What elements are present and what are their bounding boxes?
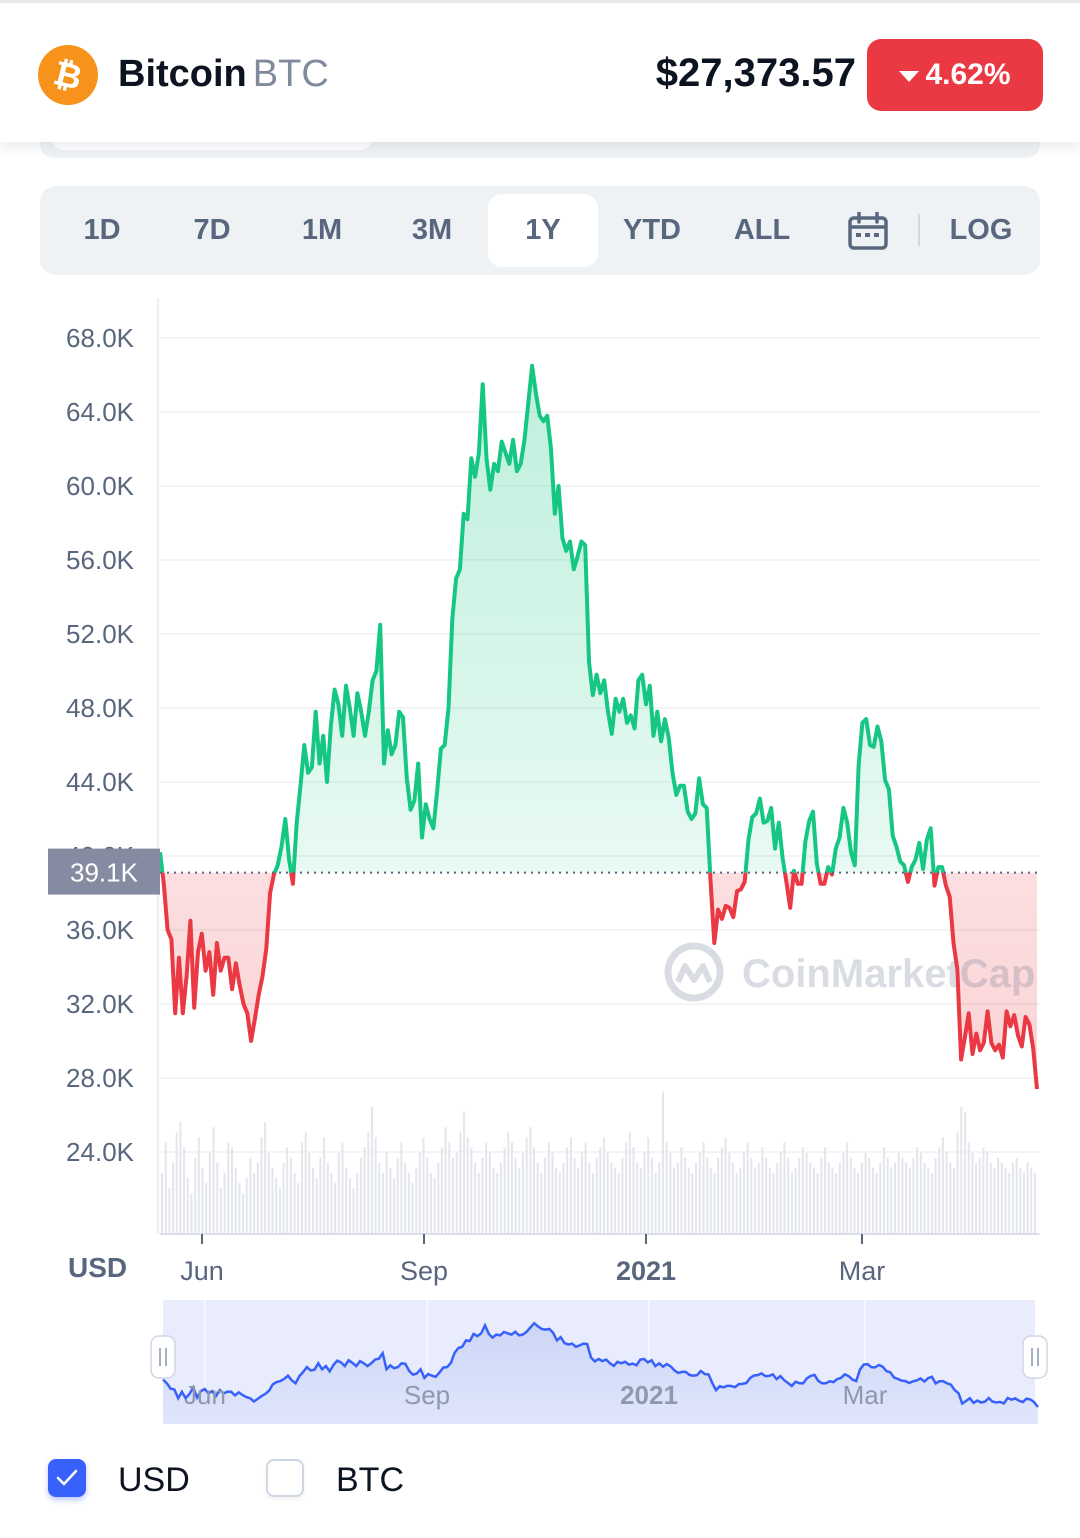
navigator-x-tick-label: 2021 bbox=[620, 1380, 678, 1410]
y-tick-label: 28.0K bbox=[66, 1063, 135, 1093]
log-scale-button[interactable]: LOG bbox=[949, 214, 1013, 246]
usd-checkbox[interactable] bbox=[48, 1459, 86, 1497]
range-1m-button[interactable]: 1M bbox=[301, 214, 343, 246]
current-price: $27,373.57 bbox=[655, 51, 856, 95]
x-tick-label: 2021 bbox=[616, 1256, 676, 1286]
currency-axis-label: USD bbox=[68, 1252, 128, 1283]
gain-area bbox=[160, 365, 944, 873]
navigator-line bbox=[162, 1321, 1039, 1408]
price-chart[interactable]: CoinMarketCap 68.0K 64.0K 60.0K 56.0K 52.0K 4… bbox=[0, 290, 1080, 1440]
coin-title: Bitcoin BTC bbox=[118, 53, 329, 96]
range-3m-button[interactable]: 3M bbox=[411, 214, 453, 246]
coin-symbol: BTC bbox=[252, 53, 329, 95]
coin-name: Bitcoin bbox=[118, 53, 247, 95]
y-axis: 68.0K64.0K60.0K56.0K52.0K48.0K44.0K40.0K… bbox=[66, 323, 135, 1167]
coin-header: ₿ Bitcoin BTC $27,373.57 4.62% bbox=[0, 0, 1080, 142]
time-range-selector: 1D 7D 1M 3M 1Y YTD ALL LOG bbox=[40, 186, 1040, 275]
range-1d-button[interactable]: 1D bbox=[83, 214, 121, 246]
navigator-x-tick-label: Sep bbox=[404, 1380, 450, 1410]
navigator-x-tick-label: Jun bbox=[184, 1380, 226, 1410]
checkmark-icon bbox=[56, 1469, 78, 1486]
watermark-text: CoinMarketCap bbox=[742, 952, 1035, 996]
range-1y-button[interactable]: 1Y bbox=[488, 194, 598, 267]
usd-label[interactable]: USD bbox=[118, 1461, 190, 1499]
y-tick-label: 48.0K bbox=[66, 693, 135, 723]
price-change-value: 4.62% bbox=[925, 58, 1011, 91]
range-divider bbox=[918, 214, 920, 246]
navigator-x-axis: Jun Sep 2021 Mar bbox=[184, 1380, 888, 1410]
volume-bars bbox=[161, 1091, 1036, 1234]
y-tick-label: 24.0K bbox=[66, 1137, 135, 1167]
range-navigator[interactable]: Jun Sep 2021 Mar bbox=[150, 1300, 1048, 1424]
btc-checkbox[interactable] bbox=[266, 1459, 304, 1497]
y-tick-label: 32.0K bbox=[66, 989, 135, 1019]
btc-label[interactable]: BTC bbox=[336, 1461, 404, 1499]
y-tick-label: 52.0K bbox=[66, 619, 135, 649]
y-tick-label: 60.0K bbox=[66, 471, 135, 501]
baseline-value: 39.1K bbox=[70, 858, 139, 888]
range-ytd-button[interactable]: YTD bbox=[623, 214, 681, 246]
x-axis: Jun Sep 2021 Mar bbox=[180, 1234, 885, 1286]
caret-down-icon bbox=[899, 70, 920, 82]
y-tick-label: 56.0K bbox=[66, 545, 135, 575]
y-tick-label: 44.0K bbox=[66, 767, 135, 797]
price-line-up bbox=[158, 363, 946, 873]
x-tick-label: Jun bbox=[180, 1256, 224, 1286]
range-all-button[interactable]: ALL bbox=[733, 214, 791, 246]
navigator-area bbox=[163, 1323, 1038, 1424]
svg-text:₿: ₿ bbox=[50, 54, 86, 98]
x-tick-label: Mar bbox=[839, 1256, 886, 1286]
y-tick-label: 64.0K bbox=[66, 397, 135, 427]
price-line bbox=[158, 363, 1039, 1090]
range-7d-button[interactable]: 7D bbox=[193, 214, 231, 246]
navigator-x-tick-label: Mar bbox=[843, 1380, 888, 1410]
baseline-price-label: 39.1K bbox=[48, 848, 160, 895]
coinmarketcap-watermark: CoinMarketCap bbox=[664, 942, 1035, 1002]
calendar-icon[interactable] bbox=[848, 211, 888, 250]
x-tick-label: Sep bbox=[400, 1256, 448, 1286]
bitcoin-icon: ₿ bbox=[38, 45, 98, 105]
currency-toggles: USD BTC bbox=[0, 1455, 1080, 1515]
price-change-badge: 4.62% bbox=[867, 39, 1043, 111]
y-tick-label: 36.0K bbox=[66, 915, 135, 945]
navigator-left-handle[interactable] bbox=[150, 1335, 176, 1379]
navigator-right-handle[interactable] bbox=[1022, 1335, 1048, 1379]
y-tick-label: 68.0K bbox=[66, 323, 135, 353]
